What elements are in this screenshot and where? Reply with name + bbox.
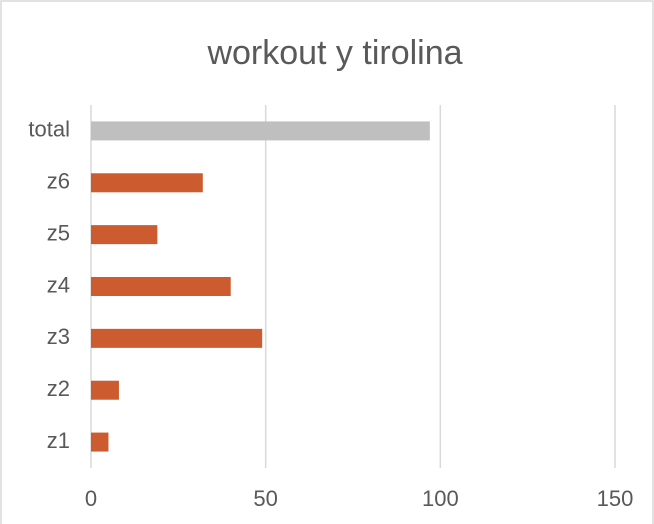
y-tick-label: z2 (47, 376, 70, 401)
x-tick-label: 50 (253, 486, 277, 511)
y-tick-label: z3 (47, 324, 70, 349)
x-tick-label: 100 (422, 486, 459, 511)
x-tick-label: 0 (85, 486, 97, 511)
bar (91, 432, 109, 452)
x-tick-label: 150 (597, 486, 634, 511)
y-tick-label: z1 (47, 428, 70, 453)
bar (91, 277, 231, 296)
bar (91, 225, 158, 245)
y-tick-label: total (28, 117, 70, 142)
y-tick-label: z4 (47, 272, 70, 297)
bar (91, 380, 119, 400)
y-tick-label: z5 (47, 220, 70, 245)
chart-title: workout y tirolina (206, 34, 462, 72)
bar (91, 121, 430, 141)
bar (91, 173, 203, 193)
bar (91, 328, 263, 348)
y-tick-label: z6 (47, 169, 70, 194)
